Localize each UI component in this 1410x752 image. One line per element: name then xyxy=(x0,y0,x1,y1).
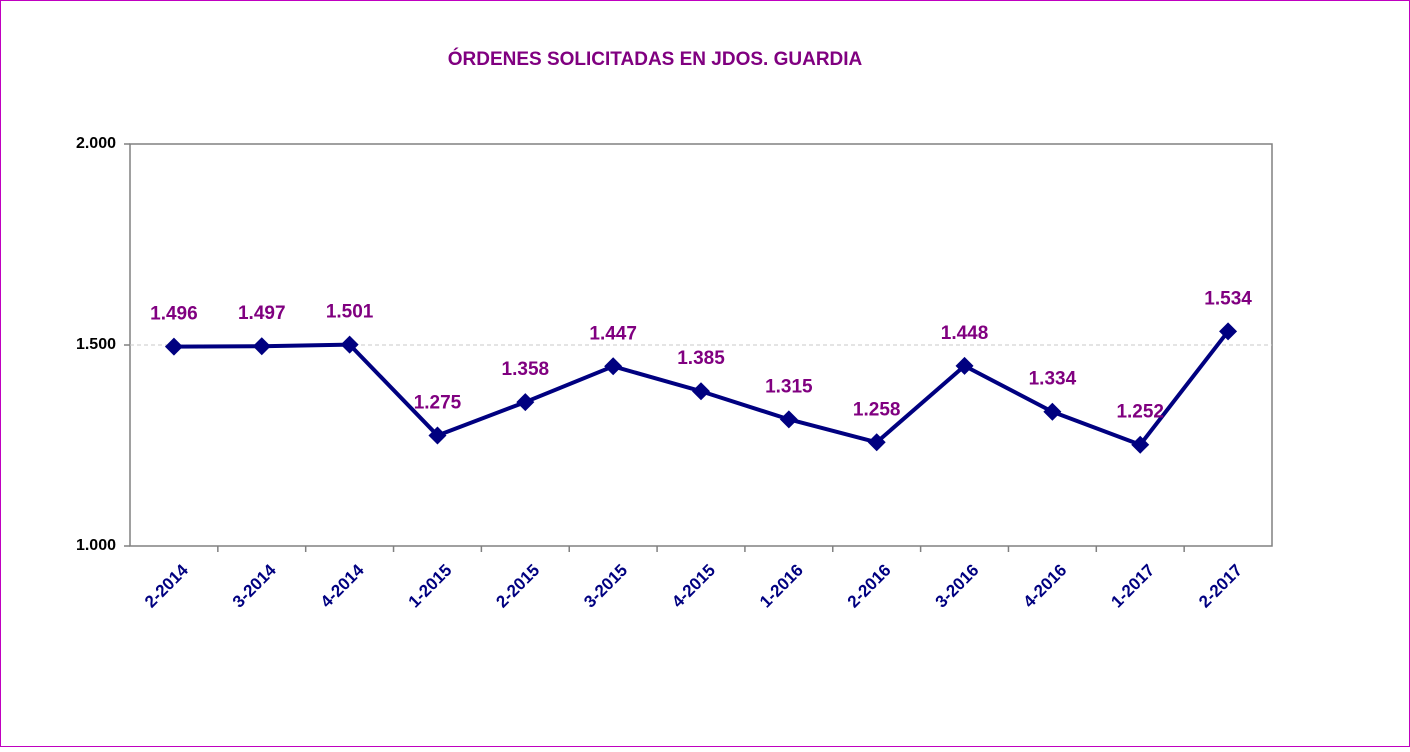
data-label: 1.385 xyxy=(677,348,725,369)
chart-title: ÓRDENES SOLICITADAS EN JDOS. GUARDIA xyxy=(448,48,863,70)
data-label: 1.358 xyxy=(502,359,550,380)
data-label: 1.447 xyxy=(589,323,637,344)
data-label: 1.448 xyxy=(941,323,989,344)
data-point xyxy=(164,337,183,356)
data-point xyxy=(604,357,623,376)
data-label: 1.496 xyxy=(150,304,198,325)
y-tick-label: 2.000 xyxy=(76,135,116,152)
data-label: 1.252 xyxy=(1116,402,1164,423)
data-label: 1.334 xyxy=(1029,369,1077,390)
data-point xyxy=(516,393,535,412)
data-point xyxy=(1219,322,1238,341)
data-label: 1.275 xyxy=(414,392,462,413)
y-tick-label: 1.000 xyxy=(76,537,116,554)
data-point xyxy=(1043,402,1062,421)
data-point xyxy=(692,382,710,401)
data-point xyxy=(340,335,359,354)
y-tick-label: 1.500 xyxy=(76,336,116,353)
data-label: 1.315 xyxy=(765,376,813,397)
data-point xyxy=(867,433,886,452)
data-point xyxy=(1131,435,1150,454)
data-point xyxy=(428,426,447,445)
data-label: 1.534 xyxy=(1204,288,1252,309)
data-point xyxy=(779,410,798,429)
data-label: 1.258 xyxy=(853,399,901,420)
data-point xyxy=(955,356,974,375)
data-label: 1.501 xyxy=(326,302,374,323)
data-point xyxy=(252,337,271,356)
data-label: 1.497 xyxy=(238,303,286,324)
